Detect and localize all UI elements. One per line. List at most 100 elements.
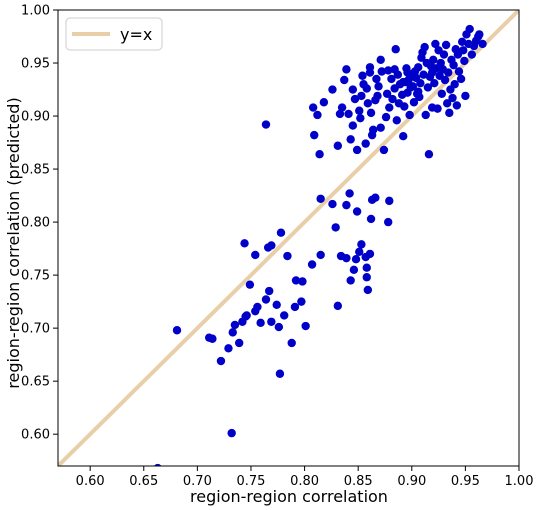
data-point xyxy=(208,334,217,343)
data-point xyxy=(391,45,400,54)
data-point xyxy=(297,297,306,306)
data-point xyxy=(366,108,376,118)
data-point xyxy=(331,223,340,232)
data-point xyxy=(384,217,393,227)
data-point xyxy=(272,300,281,310)
data-point xyxy=(392,116,401,125)
plot-area xyxy=(58,10,519,466)
data-point xyxy=(430,78,439,88)
data-point xyxy=(366,214,376,224)
data-point xyxy=(467,50,477,59)
data-point xyxy=(379,145,389,155)
data-point xyxy=(414,87,423,96)
data-point xyxy=(403,68,412,77)
data-point xyxy=(431,39,440,49)
data-point xyxy=(420,42,429,52)
y-tick-label: 0.60 xyxy=(21,428,50,443)
legend: y=x xyxy=(65,17,163,51)
data-point xyxy=(256,318,265,328)
data-point xyxy=(452,101,462,110)
data-point xyxy=(409,98,419,107)
data-point xyxy=(390,65,399,74)
data-point xyxy=(478,39,487,49)
x-axis-label: region-region correlation xyxy=(190,487,388,506)
data-point xyxy=(362,84,371,93)
data-point xyxy=(333,141,343,150)
data-point xyxy=(440,75,450,85)
data-point xyxy=(388,94,397,104)
data-point xyxy=(368,125,378,135)
data-point xyxy=(251,250,260,260)
data-point xyxy=(439,50,449,59)
data-point xyxy=(362,273,371,282)
data-point xyxy=(335,109,345,119)
y-tick-label: 0.70 xyxy=(21,322,50,337)
data-point xyxy=(224,344,233,353)
data-point xyxy=(287,338,296,348)
data-point xyxy=(436,58,445,68)
data-point xyxy=(445,108,454,118)
data-point xyxy=(172,326,182,335)
data-point xyxy=(362,263,371,272)
y-tick-label: 1.00 xyxy=(21,4,50,19)
data-point xyxy=(345,189,354,198)
y-axis-label: region-region correlation (predicted) xyxy=(4,97,23,388)
data-point xyxy=(261,295,271,304)
data-point xyxy=(448,93,457,103)
data-point xyxy=(283,251,292,261)
x-tick-label: 0.80 xyxy=(290,474,319,489)
data-point xyxy=(457,37,467,47)
data-point xyxy=(408,82,418,91)
data-point xyxy=(456,74,466,84)
data-point xyxy=(441,40,451,50)
data-point xyxy=(275,369,285,378)
y-tick-label: 0.90 xyxy=(21,110,50,125)
data-point xyxy=(333,301,343,311)
data-point xyxy=(352,145,362,155)
data-point xyxy=(449,60,458,70)
data-point xyxy=(363,99,373,108)
data-point xyxy=(274,322,284,332)
data-point xyxy=(230,320,240,330)
x-tick-label: 0.70 xyxy=(183,474,212,489)
data-point xyxy=(261,120,271,129)
data-point xyxy=(355,106,364,115)
data-point xyxy=(385,103,394,112)
data-point xyxy=(352,207,362,216)
data-point xyxy=(346,135,355,144)
data-point xyxy=(348,85,358,94)
legend-label-y=x: y=x xyxy=(120,25,152,44)
data-point xyxy=(433,104,442,113)
y-tick-label: 0.80 xyxy=(21,216,50,231)
data-point xyxy=(394,99,404,108)
data-point xyxy=(315,150,324,159)
data-point xyxy=(374,82,383,91)
data-point xyxy=(454,67,464,76)
data-point xyxy=(349,265,359,275)
data-point xyxy=(450,80,459,89)
data-point xyxy=(316,194,325,203)
data-point xyxy=(344,109,353,119)
x-tick-label: 0.65 xyxy=(129,474,158,489)
data-point xyxy=(376,123,385,132)
reference-line-y=x xyxy=(58,10,519,466)
y-tick-label: 0.65 xyxy=(21,375,50,390)
x-tick-label: 0.90 xyxy=(397,474,426,489)
axes: 0.60 0.65 0.70 0.75 0.80 0.85 0.90 0.95 1.00 0.60… xyxy=(21,4,533,490)
data-point xyxy=(308,103,318,112)
data-point xyxy=(319,98,329,107)
plot-frame xyxy=(57,9,520,467)
data-point xyxy=(301,321,310,331)
x-tick-label: 0.75 xyxy=(237,474,266,489)
data-point xyxy=(340,75,349,85)
data-point xyxy=(337,103,347,112)
x-tick-label: 0.95 xyxy=(451,474,480,489)
data-point xyxy=(357,240,366,249)
data-point xyxy=(291,276,301,285)
data-point xyxy=(387,74,396,84)
data-point xyxy=(313,110,322,120)
data-point xyxy=(429,55,438,65)
data-point xyxy=(328,199,337,209)
data-point xyxy=(242,311,251,320)
